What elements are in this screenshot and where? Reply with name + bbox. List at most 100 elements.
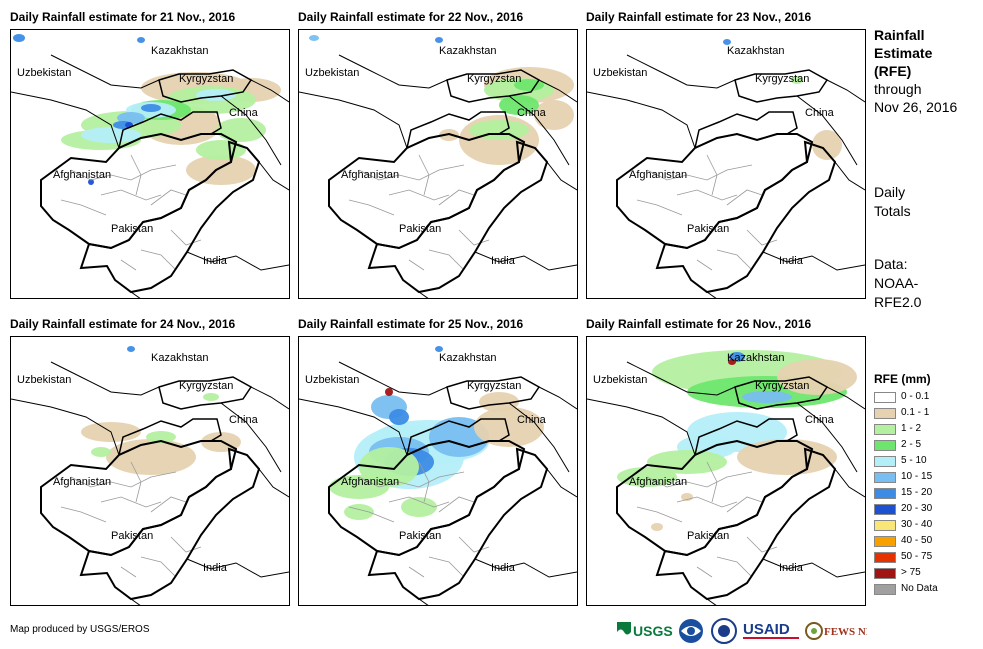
province-boundary [100,189,162,201]
province-boundary [348,506,395,523]
country-label-kyrgyzstan: Kyrgyzstan [755,380,809,392]
country-border [130,598,141,605]
rainfall-map: Kazakhstan Uzbekistan Kyrgyzstan China Afgha… [586,29,866,299]
tajikistan-outline [693,111,798,150]
province-boundary [408,566,425,578]
province-boundary [418,154,430,196]
country-label-uzbekistan: Uzbekistan [17,374,71,386]
province-boundary [140,249,177,271]
province-boundary [130,461,142,503]
country-border [796,95,858,166]
country-border [626,54,736,89]
pakistan-outline [367,140,549,294]
country-label-kazakhstan: Kazakhstan [439,45,496,57]
pakistan-outline [79,447,261,601]
legend-swatch [874,536,896,547]
legend-label: 20 - 30 [901,503,933,514]
legend-label: 0 - 0.1 [901,391,930,402]
country-label-afghanistan: Afghanistan [53,169,111,181]
country-label-kazakhstan: Kazakhstan [439,352,496,364]
rainfall-cell [791,76,803,84]
country-border [706,598,717,605]
legend-swatch [874,424,896,435]
country-label-uzbekistan: Uzbekistan [305,374,359,386]
tajikistan-outline [405,111,510,150]
rainfall-cell [435,37,443,43]
legend-label: > 75 [901,567,921,578]
rainfall-cell [737,439,837,475]
country-border [626,361,736,396]
map-canvas: Kazakhstan Uzbekistan Kyrgyzstan China Afgha… [587,39,865,298]
rainfall-cells [81,346,241,475]
rainfall-cell [203,393,219,401]
fewsnet-text: FEWS NET [824,626,867,638]
kyrgyzstan-outline [158,376,253,410]
country-label-pakistan: Pakistan [687,223,729,235]
province-boundary [408,259,425,271]
legend-swatch [874,584,896,595]
country-label-pakistan: Pakistan [399,223,441,235]
pakistan-outline [655,140,837,294]
fewsnet-logo: FEWS NET [805,622,867,640]
country-label-china: China [517,107,547,119]
rainfall-map: Kazakhstan Uzbekistan Kyrgyzstan China Afgha… [10,336,290,606]
country-label-afghanistan: Afghanistan [629,476,687,488]
country-border [11,91,120,149]
province-boundary [60,199,107,216]
province-boundary [70,471,177,488]
rainfall-map: Kazakhstan Uzbekistan Kyrgyzstan China Afgha… [10,29,290,299]
province-boundary [458,536,490,553]
province-boundary [726,496,763,513]
legend-swatch [874,392,896,403]
rainfall-map: Kazakhstan Uzbekistan Kyrgyzstan China Afgha… [586,336,866,606]
data-line-3: RFE2.0 [874,294,922,310]
country-border [250,386,289,410]
country-label-afghanistan: Afghanistan [53,476,111,488]
province-boundary [170,229,202,246]
country-border [250,79,289,103]
province-boundary [646,164,753,181]
province-boundary [676,496,738,508]
country-border [474,558,577,578]
rainfall-cell [742,391,792,403]
country-border [50,54,160,89]
legend-swatch [874,552,896,563]
kyrgyzstan-outline [446,69,541,103]
country-label-uzbekistan: Uzbekistan [593,374,647,386]
rainfall-map: Kazakhstan Uzbekistan Kyrgyzstan China Afgha… [298,29,578,299]
country-border [538,386,577,410]
country-label-pakistan: Pakistan [111,223,153,235]
map-canvas: Kazakhstan Uzbekistan Kyrgyzstan China Afgha… [11,34,289,298]
noaa-logo [679,619,703,643]
province-boundary [428,556,465,578]
panel-title: Daily Rainfall estimate for 25 Nov., 201… [298,317,524,331]
country-border [826,386,865,410]
province-boundary [636,506,683,523]
country-border [338,54,448,89]
panel-title: Daily Rainfall estimate for 21 Nov., 201… [10,10,236,24]
country-border [299,91,408,149]
country-label-china: China [517,414,547,426]
rainfall-cell [13,34,25,42]
country-border [258,468,289,498]
province-boundary [100,496,162,508]
province-boundary [746,536,778,553]
country-label-afghanistan: Afghanistan [341,476,399,488]
rfe-panel-nov-22: Daily Rainfall estimate for 22 Nov., 201… [298,10,578,306]
legend-label: 0.1 - 1 [901,407,930,418]
rainfall-cell [723,39,731,45]
rainfall-cell [534,100,574,130]
legend-label: 40 - 50 [901,535,933,546]
country-border [474,251,577,271]
legend-swatch [874,440,896,451]
rainfall-cells [723,39,842,160]
rainfall-cell [88,179,94,185]
legend-swatch [874,488,896,499]
country-label-india: India [779,562,804,574]
country-border [587,91,696,149]
country-border [587,398,696,456]
country-border [186,251,289,271]
country-label-kyrgyzstan: Kyrgyzstan [467,73,521,85]
country-border [834,468,865,498]
country-label-pakistan: Pakistan [399,530,441,542]
